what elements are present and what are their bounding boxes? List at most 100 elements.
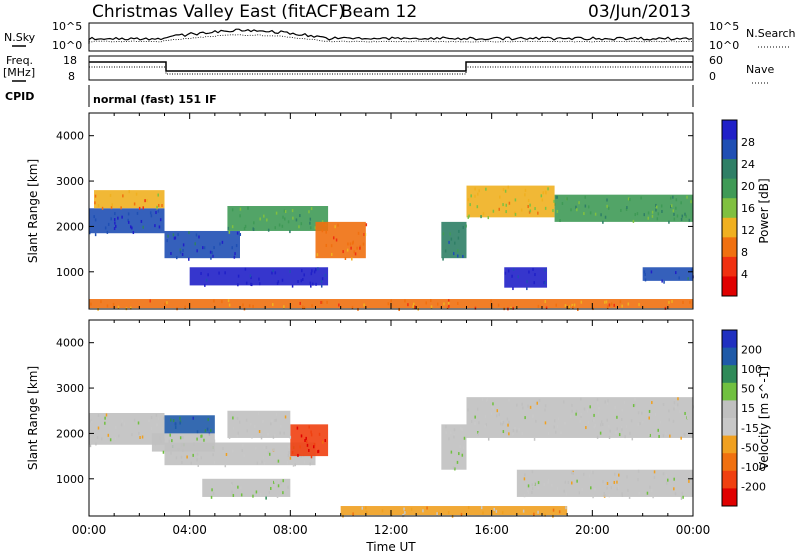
data-speck	[309, 281, 312, 285]
data-speck	[570, 208, 572, 212]
data-speck	[537, 481, 540, 485]
data-speck	[317, 449, 320, 453]
data-speck	[112, 302, 115, 306]
data-speck	[231, 490, 233, 494]
data-speck	[133, 202, 136, 206]
data-speck	[594, 424, 596, 428]
data-speck	[688, 479, 690, 483]
data-speck	[300, 454, 303, 458]
colorbar-frame	[721, 329, 738, 507]
data-region	[202, 478, 291, 497]
data-speck	[155, 413, 158, 417]
data-speck	[326, 300, 328, 304]
data-speck	[553, 419, 556, 423]
data-speck	[310, 284, 312, 288]
data-speck	[486, 397, 489, 401]
data-speck	[390, 299, 392, 303]
data-speck	[597, 411, 600, 415]
data-speck	[580, 300, 583, 304]
data-speck	[639, 422, 641, 426]
data-speck	[614, 405, 617, 409]
data-speck	[268, 452, 271, 456]
data-speck	[516, 429, 518, 433]
data-speck	[158, 203, 160, 207]
date-label: 03/Jun/2013	[588, 2, 691, 22]
noise-right-tick-top: 10^5	[709, 20, 739, 33]
data-speck	[608, 424, 610, 428]
data-speck	[149, 211, 152, 215]
data-speck	[616, 415, 618, 419]
data-speck	[655, 203, 657, 207]
data-speck	[127, 218, 129, 222]
data-speck	[291, 209, 294, 213]
data-speck	[463, 436, 466, 440]
colorbar-tick-label: 15	[741, 402, 755, 415]
data-speck	[212, 254, 214, 258]
data-speck	[114, 224, 117, 228]
data-speck	[93, 215, 95, 219]
data-speck	[535, 419, 537, 423]
data-speck	[318, 432, 321, 436]
data-speck	[621, 408, 623, 412]
data-speck	[634, 213, 637, 217]
data-speck	[615, 430, 617, 434]
data-speck	[100, 437, 103, 441]
data-speck	[467, 506, 470, 510]
data-speck	[230, 484, 232, 488]
data-speck	[681, 491, 684, 495]
data-speck	[313, 270, 316, 274]
data-speck	[158, 225, 161, 229]
data-speck	[154, 224, 156, 228]
data-speck	[390, 512, 393, 516]
y-tick-label: 3000	[56, 382, 84, 395]
data-speck	[135, 421, 138, 425]
data-speck	[173, 236, 176, 240]
data-speck	[617, 480, 620, 484]
data-speck	[492, 406, 494, 410]
data-speck	[606, 486, 608, 490]
data-speck	[467, 408, 469, 412]
data-speck	[155, 211, 157, 215]
data-speck	[623, 401, 626, 405]
colorbar-tick-label: 24	[741, 158, 755, 171]
data-speck	[543, 482, 546, 486]
data-speck	[236, 434, 238, 438]
data-speck	[621, 428, 623, 432]
data-speck	[305, 436, 307, 440]
data-speck	[508, 420, 510, 424]
data-speck	[292, 455, 294, 459]
data-speck	[203, 438, 205, 442]
data-speck	[256, 461, 259, 465]
data-speck	[544, 300, 547, 304]
data-speck	[120, 206, 122, 210]
colorbar-segment	[722, 159, 737, 180]
data-speck	[445, 425, 447, 429]
data-speck	[544, 404, 547, 408]
data-speck	[508, 201, 511, 205]
data-speck	[659, 420, 662, 424]
data-speck	[243, 454, 246, 458]
data-speck	[657, 212, 660, 216]
data-speck	[359, 246, 361, 250]
data-speck	[180, 455, 183, 459]
data-speck	[179, 416, 181, 420]
data-speck	[282, 215, 284, 219]
data-speck	[316, 253, 319, 257]
freq-label: Freq.	[6, 54, 33, 67]
freq-panel: Freq. [MHz] 18 8 60 0 Nave CPID normal (…	[3, 54, 774, 107]
data-speck	[164, 454, 167, 458]
data-speck	[630, 419, 633, 423]
data-speck	[544, 268, 546, 272]
data-speck	[225, 453, 228, 457]
data-speck	[545, 191, 547, 195]
data-speck	[650, 489, 653, 493]
data-speck	[320, 284, 323, 288]
data-speck	[321, 220, 324, 224]
colorbar-segment	[722, 178, 737, 199]
data-speck	[668, 418, 671, 422]
data-speck	[274, 418, 276, 422]
data-speck	[221, 300, 223, 304]
data-speck	[474, 194, 476, 198]
data-speck	[467, 215, 470, 219]
colorbar-tick-label: 200	[741, 344, 762, 357]
